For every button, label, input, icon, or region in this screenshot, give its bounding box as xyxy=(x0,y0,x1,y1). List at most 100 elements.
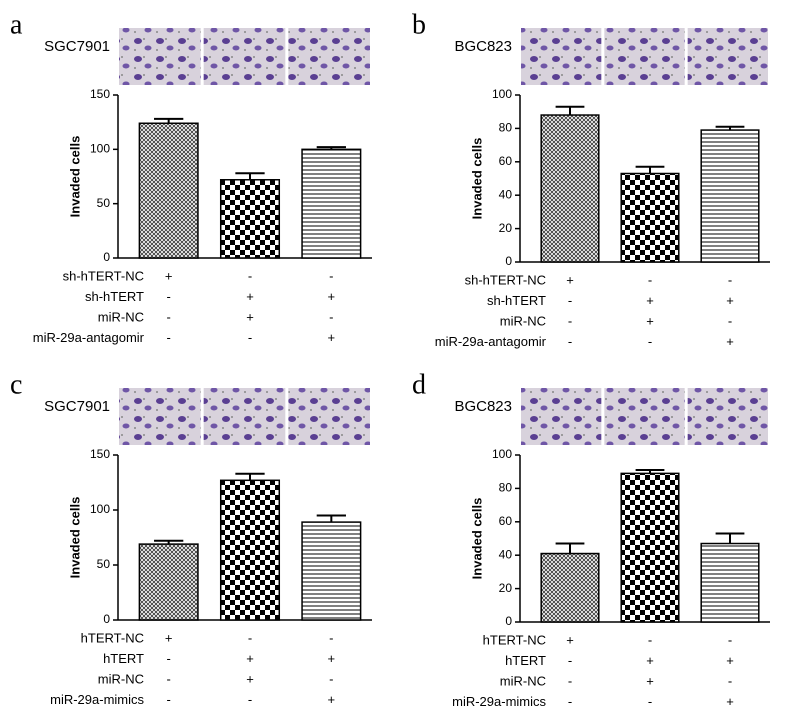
micrograph xyxy=(288,28,370,85)
condition-sign: + xyxy=(726,694,734,709)
cell-line-label: SGC7901 xyxy=(44,38,110,55)
condition-sign: - xyxy=(648,334,652,349)
condition-label: sh-hTERT-NC xyxy=(63,268,144,283)
condition-sign: - xyxy=(648,272,652,287)
y-axis-label: Invaded cells xyxy=(67,497,82,579)
bar xyxy=(620,472,680,623)
bar xyxy=(620,172,680,263)
condition-sign: + xyxy=(328,651,336,666)
micrograph xyxy=(203,28,286,85)
micrograph xyxy=(119,388,201,445)
condition-sign: + xyxy=(566,632,574,647)
y-axis-label: Invaded cells xyxy=(469,498,484,580)
condition-sign: + xyxy=(646,673,654,688)
condition-label: miR-29a-mimics xyxy=(452,694,546,709)
y-tick-label: 0 xyxy=(103,250,110,264)
y-axis-label: Invaded cells xyxy=(469,138,484,220)
micrograph xyxy=(604,388,685,445)
condition-label: miR-29a-antagomir xyxy=(435,334,547,349)
condition-sign: - xyxy=(166,671,170,686)
condition-sign: + xyxy=(566,272,574,287)
micrograph xyxy=(687,388,768,445)
condition-label: sh-hTERT xyxy=(85,289,144,304)
condition-label: miR-NC xyxy=(98,671,144,686)
condition-sign: + xyxy=(726,653,734,668)
y-tick-label: 0 xyxy=(505,614,512,628)
condition-sign: - xyxy=(329,630,333,645)
condition-label: hTERT-NC xyxy=(81,630,144,645)
micrograph xyxy=(604,28,685,85)
bar xyxy=(138,122,199,259)
bar xyxy=(700,129,760,263)
condition-sign: + xyxy=(646,653,654,668)
condition-sign: - xyxy=(728,632,732,647)
cell-line-label: BGC823 xyxy=(454,38,512,55)
y-tick-label: 40 xyxy=(499,187,513,201)
y-tick-label: 0 xyxy=(505,254,512,268)
condition-sign: - xyxy=(568,334,572,349)
condition-label: miR-29a-antagomir xyxy=(33,330,145,345)
condition-sign: - xyxy=(648,632,652,647)
condition-sign: + xyxy=(246,651,254,666)
condition-sign: - xyxy=(568,313,572,328)
condition-sign: - xyxy=(648,694,652,709)
cell-line-label: BGC823 xyxy=(454,398,512,415)
condition-label: hTERT xyxy=(103,651,144,666)
condition-sign: - xyxy=(248,268,252,283)
condition-sign: - xyxy=(568,673,572,688)
condition-sign: - xyxy=(166,289,170,304)
condition-sign: + xyxy=(328,692,336,707)
y-tick-label: 150 xyxy=(90,447,110,461)
condition-sign: + xyxy=(165,268,173,283)
bar xyxy=(301,148,362,259)
y-tick-label: 50 xyxy=(97,557,111,571)
condition-sign: - xyxy=(728,272,732,287)
y-tick-label: 100 xyxy=(492,87,512,101)
y-tick-label: 20 xyxy=(499,221,513,235)
condition-label: sh-hTERT xyxy=(487,293,546,308)
condition-sign: - xyxy=(166,309,170,324)
condition-sign: + xyxy=(328,289,336,304)
y-tick-label: 60 xyxy=(499,154,513,168)
condition-sign: - xyxy=(568,293,572,308)
condition-sign: + xyxy=(246,289,254,304)
condition-sign: - xyxy=(248,330,252,345)
panel-letter: a xyxy=(10,9,23,40)
y-tick-label: 40 xyxy=(499,547,513,561)
condition-label: miR-29a-mimics xyxy=(50,692,144,707)
condition-label: hTERT-NC xyxy=(483,632,546,647)
y-tick-label: 100 xyxy=(90,502,110,516)
bar xyxy=(540,552,600,623)
condition-label: hTERT xyxy=(505,653,546,668)
condition-sign: + xyxy=(165,630,173,645)
condition-sign: - xyxy=(329,309,333,324)
condition-sign: + xyxy=(246,309,254,324)
bar xyxy=(138,543,199,621)
condition-sign: - xyxy=(568,694,572,709)
micrograph xyxy=(521,388,602,445)
y-tick-label: 150 xyxy=(90,87,110,101)
condition-label: miR-NC xyxy=(98,309,144,324)
bar xyxy=(540,114,600,263)
y-tick-label: 50 xyxy=(97,196,111,210)
condition-sign: - xyxy=(329,671,333,686)
condition-sign: - xyxy=(166,651,170,666)
y-axis-label: Invaded cells xyxy=(67,136,82,218)
y-tick-label: 80 xyxy=(499,481,513,495)
y-tick-label: 100 xyxy=(492,447,512,461)
condition-sign: - xyxy=(248,630,252,645)
condition-sign: - xyxy=(166,330,170,345)
panel-letter: c xyxy=(10,369,22,400)
cell-line-label: SGC7901 xyxy=(44,398,110,415)
condition-sign: - xyxy=(568,653,572,668)
bar xyxy=(301,521,362,621)
condition-sign: + xyxy=(726,334,734,349)
condition-sign: - xyxy=(166,692,170,707)
micrograph xyxy=(203,388,286,445)
bar xyxy=(219,479,281,621)
y-tick-label: 0 xyxy=(103,612,110,626)
condition-sign: + xyxy=(246,671,254,686)
micrograph xyxy=(119,28,201,85)
y-tick-label: 80 xyxy=(499,121,513,135)
